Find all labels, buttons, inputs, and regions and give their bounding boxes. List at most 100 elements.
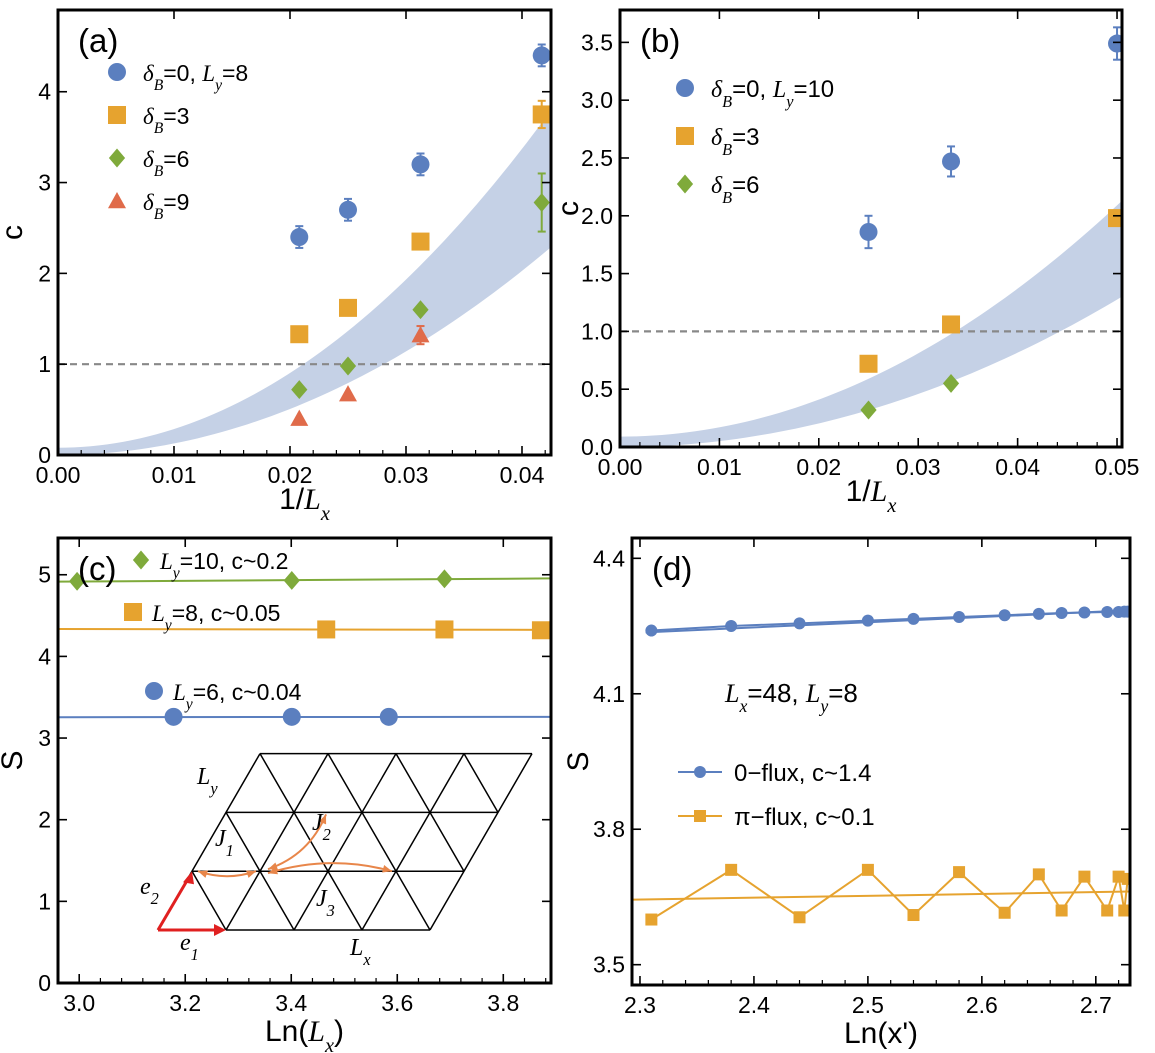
x-tick-label: 0.02	[268, 462, 313, 488]
coupling-arrowhead	[268, 862, 278, 870]
data-point	[379, 707, 398, 726]
y-tick-label: 1.0	[581, 318, 613, 344]
x-tick-label: 2.6	[966, 992, 998, 1018]
data-point	[412, 300, 429, 320]
data-point	[1055, 904, 1068, 917]
lattice-label-J3: J3	[316, 886, 335, 920]
data-point	[859, 222, 878, 241]
x-tick-label: 3.6	[381, 990, 413, 1016]
legend-label: Ly=6, c~0.04	[172, 679, 302, 713]
x-tick-label: 0.01	[152, 462, 197, 488]
legend-marker	[108, 63, 126, 81]
y-tick-label: 2	[38, 807, 51, 833]
data-point	[290, 228, 309, 247]
plot-area	[58, 569, 551, 726]
plot-area	[620, 26, 1122, 447]
legend: Ly=10, c~0.2	[132, 548, 288, 582]
lattice-label-e2: e2	[140, 874, 159, 908]
legend-marker	[132, 550, 150, 570]
legend-marker	[694, 810, 706, 822]
data-point	[1118, 904, 1130, 917]
legend-label: δB=0, Ly=8	[143, 60, 248, 94]
basis-arrow-e1	[214, 924, 226, 936]
lattice-inset: Ly Lx J1 J2 J3 e1 e2	[140, 752, 533, 969]
plot-area	[632, 605, 1130, 926]
coupling-J3	[267, 862, 393, 875]
plot-area	[58, 43, 551, 455]
lattice-label-Ly: Ly	[196, 764, 218, 798]
data-point	[1032, 868, 1045, 881]
y-tick-label: 3.5	[581, 29, 613, 55]
data-point	[339, 200, 357, 219]
lattice-bond	[225, 812, 295, 931]
data-point	[411, 155, 430, 174]
lattice-bond	[259, 753, 363, 931]
legend-label: δB=3	[143, 103, 189, 137]
data-point	[532, 105, 551, 124]
coupling-arrowhead	[268, 866, 278, 875]
data-point	[942, 152, 961, 171]
lattice-bond	[293, 753, 397, 931]
data-point	[1101, 606, 1114, 619]
coupling-arrowhead	[382, 865, 392, 873]
legend-label: Ly=8, c~0.05	[151, 600, 280, 634]
data-point	[1055, 606, 1068, 619]
lattice-bond	[191, 870, 227, 931]
y-axis-label: c	[0, 225, 29, 240]
data-point	[1112, 870, 1125, 883]
legend-label: δB=6	[143, 146, 189, 180]
panel-3: 3.0 3.2 3.4 3.6 3.8 0 1 2 3 4 5 Ln(Lx) S (c)	[0, 536, 553, 1053]
legend: δB=0, Ly=8 δB=3 δB=6 δB=9	[108, 60, 248, 223]
x-tick-label: 0.02	[796, 454, 841, 480]
data-point	[291, 380, 308, 400]
y-tick-label: 5	[38, 562, 51, 588]
data-point	[533, 193, 550, 212]
x-axis-label: 1/Lx	[846, 475, 897, 517]
legend-marker	[124, 603, 142, 621]
legend-marker	[676, 79, 694, 97]
legend-marker	[694, 766, 706, 778]
y-tick-label: 3	[38, 170, 51, 196]
x-tick-label: 0.03	[384, 462, 429, 488]
lattice-label-e1: e1	[180, 930, 199, 964]
y-tick-label: 0.0	[581, 434, 613, 460]
x-tick-label: 0.00	[36, 462, 81, 488]
data-point	[998, 609, 1011, 622]
y-tick-label: 1	[38, 351, 51, 377]
legend: Ly=6, c~0.04	[145, 679, 302, 713]
data-point	[1101, 904, 1114, 917]
y-tick-label: 0	[38, 970, 51, 996]
lattice-label-Lx: Lx	[349, 935, 371, 969]
coupling-arrowhead	[318, 814, 327, 825]
data-point	[283, 571, 300, 590]
data-point	[907, 909, 920, 922]
legend-marker	[108, 148, 126, 168]
legend-label: δB=9	[143, 189, 189, 223]
data-point	[411, 232, 430, 251]
legend-marker	[676, 127, 694, 145]
coupling-arrowhead	[198, 870, 208, 878]
data-point	[1108, 209, 1122, 228]
x-tick-label: 2.3	[624, 992, 656, 1018]
legend-label: δB=6	[711, 172, 760, 207]
data-point	[859, 354, 878, 373]
lattice-label-J2: J2	[312, 810, 331, 844]
lattice-bond	[225, 753, 329, 931]
x-tick-label: 2.4	[738, 992, 770, 1018]
lattice-bond	[463, 753, 499, 813]
y-tick-label: 4.4	[593, 545, 625, 571]
lattice-bond	[361, 753, 465, 931]
y-tick-label: 4	[38, 643, 51, 669]
data-point	[532, 46, 551, 65]
panel-2: 0.00 0.01 0.02 0.03 0.04 0.05 0.0 0.5 1.0 1.5 2.0 2…	[552, 8, 1139, 517]
legend-label: π−flux, c~0.1	[734, 804, 875, 831]
y-tick-label: 2	[38, 260, 51, 286]
data-point	[411, 326, 430, 343]
x-tick-label: 0.03	[896, 454, 941, 480]
data-point	[725, 620, 738, 633]
data-point	[339, 385, 357, 402]
y-tick-label: 3	[38, 725, 51, 751]
data-point	[953, 611, 966, 624]
axes-frame	[56, 536, 553, 985]
x-tick-label: 3.4	[275, 990, 307, 1016]
